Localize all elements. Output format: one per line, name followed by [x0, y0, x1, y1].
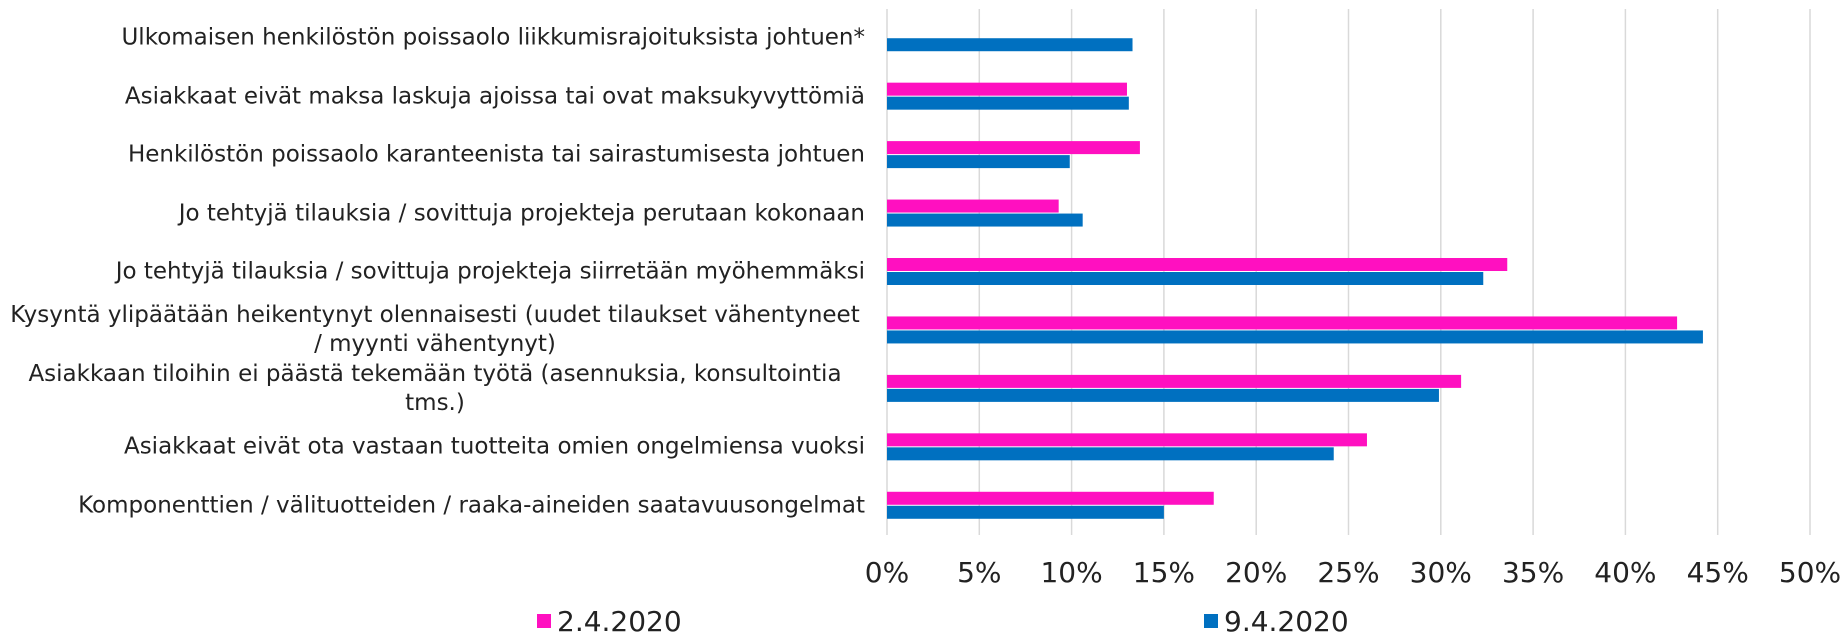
bar — [887, 272, 1484, 285]
x-tick-label: 50% — [1779, 556, 1841, 589]
category-label: Jo tehtyjä tilauksia / sovittuja projekt… — [5, 258, 865, 287]
x-tick-label: 20% — [1225, 556, 1287, 589]
x-tick-label: 5% — [957, 556, 1001, 589]
legend-swatch — [1204, 614, 1218, 628]
x-tick-label: 10% — [1040, 556, 1102, 589]
category-label: Asiakkaan tiloihin ei päästä tekemään ty… — [5, 360, 865, 418]
bar — [887, 433, 1367, 447]
category-text: Ulkomaisen henkilöstön poissaolo liikkum… — [121, 24, 865, 51]
bar — [887, 82, 1127, 96]
category-text: Komponenttien / välituotteiden / raaka-a… — [78, 492, 865, 519]
category-text: Jo tehtyjä tilauksia / sovittuja projekt… — [178, 200, 865, 227]
category-text: Jo tehtyjä tilauksia / sovittuja projekt… — [115, 258, 865, 285]
bar — [887, 213, 1083, 227]
bar — [887, 155, 1070, 169]
x-tick-label: 0% — [865, 556, 909, 589]
x-tick-label: 30% — [1410, 556, 1472, 589]
category-label: Ulkomaisen henkilöstön poissaolo liikkum… — [5, 24, 865, 53]
bar — [887, 96, 1129, 110]
x-tick-label: 40% — [1594, 556, 1656, 589]
category-label: Jo tehtyjä tilauksia / sovittuja projekt… — [5, 199, 865, 228]
category-label: Henkilöstön poissaolo karanteenista tai … — [5, 141, 865, 170]
bar — [887, 388, 1439, 402]
category-label: Komponenttien / välituotteiden / raaka-a… — [5, 491, 865, 520]
category-text: Henkilöstön poissaolo karanteenista tai … — [127, 141, 865, 168]
bar — [887, 491, 1214, 505]
category-label: Asiakkaat eivät maksa laskuja ajoissa ta… — [5, 82, 865, 111]
bar — [887, 199, 1059, 213]
legend-label: 2.4.2020 — [557, 605, 682, 638]
legend-swatch — [537, 614, 551, 628]
category-text: Kysyntä ylipäätään heikentynyt olennaise… — [10, 302, 860, 358]
bar — [887, 141, 1140, 155]
category-label: Asiakkaat eivät ota vastaan tuotteita om… — [5, 433, 865, 462]
x-tick-label: 35% — [1502, 556, 1564, 589]
category-label: Kysyntä ylipäätään heikentynyt olennaise… — [5, 301, 865, 359]
bar — [887, 258, 1508, 271]
x-tick-label: 15% — [1133, 556, 1195, 589]
bar — [887, 374, 1462, 388]
bar — [887, 38, 1133, 52]
category-text: Asiakkaat eivät ota vastaan tuotteita om… — [123, 433, 865, 460]
legend-label: 9.4.2020 — [1224, 605, 1349, 638]
bar — [887, 505, 1164, 519]
x-tick-label: 45% — [1687, 556, 1749, 589]
bar — [887, 316, 1678, 330]
category-text: Asiakkaan tiloihin ei päästä tekemään ty… — [28, 360, 842, 416]
x-tick-label: 25% — [1317, 556, 1379, 589]
category-text: Asiakkaat eivät maksa laskuja ajoissa ta… — [124, 83, 865, 110]
bar — [887, 447, 1334, 461]
bar — [887, 330, 1703, 344]
